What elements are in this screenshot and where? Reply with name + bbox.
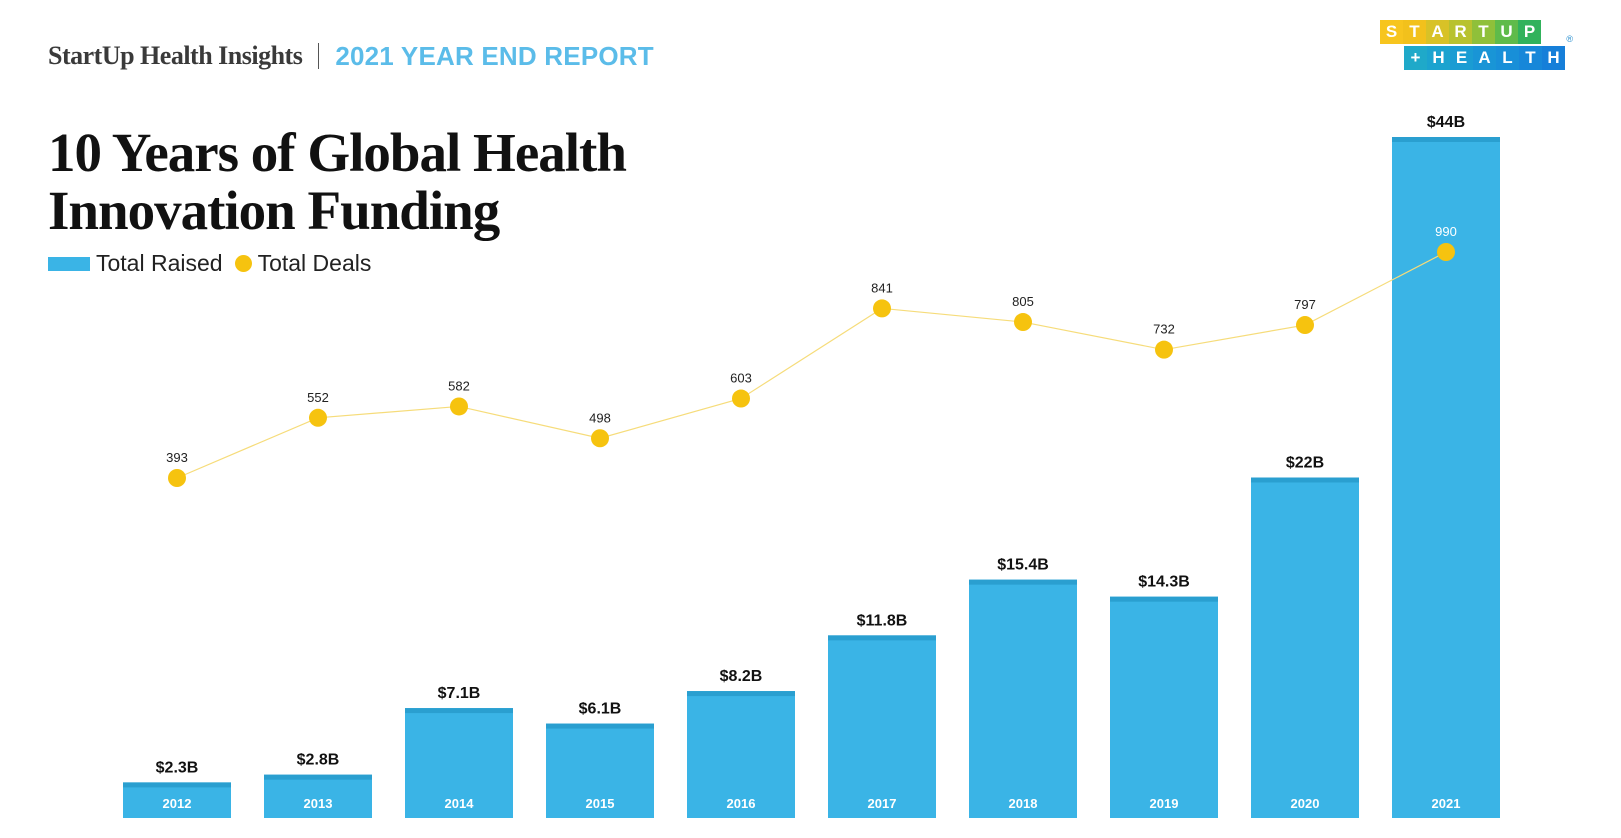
bar-value-label: $8.2B: [720, 668, 763, 685]
legend-label-total-raised: Total Raised: [96, 250, 223, 276]
logo-letter: A: [1473, 46, 1496, 70]
chart-legend: Total Raised Total Deals: [48, 250, 371, 277]
bar: [123, 782, 231, 818]
logo-letter: R: [1449, 20, 1472, 44]
legend-label-total-deals: Total Deals: [257, 250, 372, 276]
deals-line: [176, 251, 1447, 479]
bar: [969, 579, 1077, 818]
logo-letter: L: [1496, 46, 1519, 70]
header-divider: [318, 43, 320, 69]
deal-point: [873, 299, 891, 318]
bar-top-edge: [405, 708, 513, 714]
bar-value-label: $14.3B: [1138, 574, 1190, 591]
deal-value-label: 990: [1435, 224, 1457, 239]
logo-letter: E: [1450, 46, 1473, 70]
bar-top-edge: [828, 635, 936, 641]
deal-value-label: 552: [307, 390, 329, 405]
deals-series: 393 552 582 498 603 841 805 732 797 990: [166, 224, 1457, 487]
deal-point: [1155, 340, 1173, 359]
bar: [546, 723, 654, 818]
bar-value-label: $2.8B: [297, 752, 340, 769]
bar-value-label: $15.4B: [997, 557, 1049, 574]
logo-letter: S: [1380, 20, 1403, 44]
bar: [264, 774, 372, 818]
logo-letter: P: [1518, 20, 1541, 44]
deal-point: [732, 389, 750, 408]
x-tick-label: 2019: [1150, 796, 1179, 811]
bar-top-edge: [264, 774, 372, 780]
x-tick-label: 2018: [1009, 796, 1038, 811]
bar-value-label: $2.3B: [156, 759, 199, 776]
bar: [687, 691, 795, 818]
bar-top-edge: [969, 579, 1077, 585]
bar-value-label: $44B: [1427, 114, 1465, 131]
x-tick-label: 2021: [1432, 796, 1461, 811]
x-tick-label: 2017: [868, 796, 897, 811]
deal-point: [168, 469, 186, 487]
legend-swatch-total-raised: [48, 256, 90, 271]
deal-value-label: 393: [166, 450, 188, 465]
bar-top-edge: [546, 723, 654, 729]
deal-point: [450, 397, 468, 416]
report-header: StartUp Health Insights 2021 YEAR END RE…: [48, 38, 654, 74]
bar-value-label: $22B: [1286, 455, 1324, 472]
x-tick-label: 2014: [445, 796, 475, 811]
logo-letter: A: [1426, 20, 1449, 44]
deal-point: [591, 429, 609, 448]
logo-letter: H: [1427, 46, 1450, 70]
deal-value-label: 732: [1153, 322, 1175, 337]
registered-mark: ®: [1566, 34, 1573, 44]
bar-top-edge: [1251, 477, 1359, 483]
bar-top-edge: [123, 782, 231, 788]
x-tick-label: 2012: [163, 796, 192, 811]
logo-letter: T: [1472, 20, 1495, 44]
logo-letter: T: [1403, 20, 1426, 44]
chart-title: 10 Years of Global Health Innovation Fun…: [48, 124, 688, 240]
deal-value-label: 805: [1012, 294, 1034, 309]
x-tick-label: 2015: [586, 796, 615, 811]
deal-value-label: 841: [871, 280, 893, 295]
bar-top-edge: [1110, 596, 1218, 602]
chart-title-text: 10 Years of Global Health Innovation Fun…: [48, 122, 627, 241]
bar-top-edge: [687, 691, 795, 697]
legend-swatch-total-deals: [234, 255, 252, 272]
bar-value-label: $7.1B: [438, 685, 481, 702]
deal-value-label: 498: [589, 410, 611, 425]
deal-point: [1014, 313, 1032, 332]
deal-value-label: 797: [1294, 297, 1316, 312]
bar-value-label: $11.8B: [857, 612, 908, 629]
logo-row-health: + H E A L T H: [1404, 46, 1573, 70]
report-title: 2021 YEAR END REPORT: [335, 40, 654, 71]
bar: [405, 708, 513, 818]
bar: [1392, 137, 1500, 818]
bar: [828, 635, 936, 818]
bar-value-label: $6.1B: [579, 701, 622, 718]
deal-point: [1296, 316, 1314, 335]
deal-value-label: 603: [730, 371, 752, 386]
deal-point: [309, 408, 327, 427]
logo-letter: H: [1542, 46, 1565, 70]
x-tick-label: 2020: [1291, 796, 1320, 811]
logo-letter: +: [1404, 46, 1427, 70]
logo-letter: T: [1519, 46, 1542, 70]
bar: [1251, 477, 1359, 818]
logo-letter: U: [1495, 20, 1518, 44]
x-tick-label: 2016: [727, 796, 756, 811]
brand-name: StartUp Health Insights: [48, 41, 303, 70]
deal-value-label: 582: [448, 378, 470, 393]
deal-point: [1437, 243, 1455, 261]
bar-series: $2.3B 2012 $2.8B 2013 $7.1B 2014 $6.1B 2015 $8.2…: [123, 114, 1500, 818]
x-tick-label: 2013: [304, 796, 333, 811]
bar-top-edge: [1392, 137, 1500, 142]
bar: [1110, 596, 1218, 818]
